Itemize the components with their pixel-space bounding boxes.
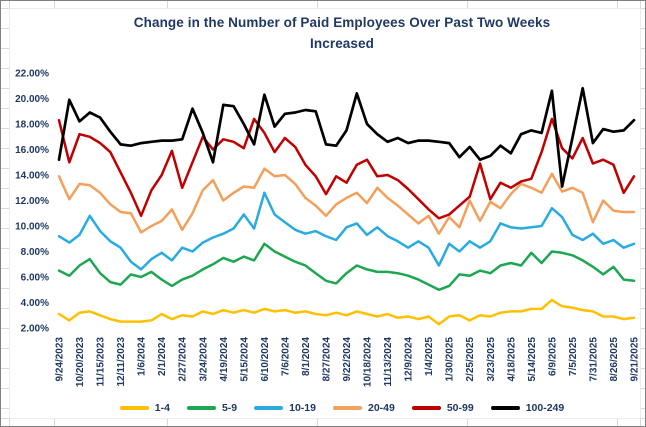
legend-label: 5-9 bbox=[221, 401, 238, 414]
series-line-5-9[interactable] bbox=[57, 242, 636, 292]
legend-item-10-19[interactable]: 10-19 bbox=[254, 402, 316, 414]
legend-item-20-49[interactable]: 20-49 bbox=[332, 401, 395, 414]
chart-title-line1: Change in the Number of Paid Employees O… bbox=[133, 15, 551, 30]
y-axis-label[interactable]: 14.00% bbox=[15, 171, 49, 182]
x-axis-label[interactable]: 7/31/2025 bbox=[588, 337, 599, 382]
x-axis-label[interactable]: 2/25/2025 bbox=[465, 337, 476, 382]
x-axis-label[interactable]: 12/9/2024 bbox=[404, 337, 415, 382]
y-axis-label[interactable]: 18.00% bbox=[15, 120, 49, 131]
legend-item-100-249[interactable]: 100-249 bbox=[490, 401, 565, 414]
x-axis-label[interactable]: 10/20/2023 bbox=[75, 337, 86, 387]
x-axis-label[interactable]: 9/21/2025 bbox=[630, 337, 641, 382]
legend-label: 50-99 bbox=[446, 401, 474, 414]
x-axis-label[interactable]: 8/27/2024 bbox=[321, 337, 332, 382]
x-axis-label[interactable]: 1/6/2024 bbox=[137, 337, 148, 376]
x-axis-label[interactable]: 8/26/2025 bbox=[609, 337, 620, 382]
x-axis-label[interactable]: 6/9/2025 bbox=[547, 337, 558, 376]
chart-title[interactable]: Change in the Number of Paid Employees O… bbox=[49, 12, 635, 54]
x-axis-label[interactable]: 7/6/2024 bbox=[280, 337, 291, 376]
y-axis-label[interactable]: 16.00% bbox=[15, 145, 49, 156]
series-line-10-19[interactable] bbox=[57, 191, 636, 271]
series-line-50-99[interactable] bbox=[57, 117, 636, 220]
series-line-1-4[interactable] bbox=[57, 298, 636, 326]
x-axis-label[interactable]: 6/10/2024 bbox=[260, 337, 271, 382]
y-axis-label[interactable]: 2.00% bbox=[21, 324, 49, 335]
y-axis-label[interactable]: 12.00% bbox=[15, 196, 49, 207]
plot-content: 22.00% 20.00% 18.00% 16.00% 14.00% 12.00% 10.0… bbox=[15, 69, 640, 388]
x-axis-label[interactable]: 12/11/2023 bbox=[116, 337, 127, 387]
legend-swatch-1-4 bbox=[119, 405, 149, 410]
legend-swatch-5-9 bbox=[186, 405, 216, 410]
y-axis-label[interactable]: 4.00% bbox=[21, 298, 49, 309]
x-axis-label[interactable]: 3/23/2025 bbox=[486, 337, 497, 382]
x-axis-label[interactable]: 4/19/2024 bbox=[219, 337, 230, 382]
x-axis-label[interactable]: 2/1/2024 bbox=[157, 337, 168, 376]
legend-item-5-9[interactable]: 5-9 bbox=[186, 401, 238, 414]
series-line-100-249[interactable] bbox=[57, 86, 636, 188]
x-axis-label[interactable]: 1/4/2025 bbox=[424, 337, 435, 376]
x-axis-label[interactable]: 9/24/2023 bbox=[55, 337, 66, 382]
legend-label: 20-49 bbox=[367, 401, 395, 414]
x-axis-label[interactable]: 3/24/2024 bbox=[198, 337, 209, 382]
x-axis-label[interactable]: 2/27/2024 bbox=[178, 337, 189, 382]
x-axis-label[interactable]: 1/30/2025 bbox=[445, 337, 456, 382]
series-line-20-49[interactable] bbox=[57, 167, 636, 235]
x-axis-label[interactable]: 5/14/2025 bbox=[527, 337, 538, 382]
legend-label: 1-4 bbox=[154, 401, 170, 414]
x-axis-label[interactable]: 4/18/2025 bbox=[506, 337, 517, 382]
chart-title-line2: Increased bbox=[310, 36, 374, 51]
y-axis-label[interactable]: 20.00% bbox=[15, 94, 49, 105]
chart-legend: 1-4 5-9 10-19 20-49 50-99 100-249 bbox=[49, 400, 635, 415]
x-axis-label[interactable]: 11/15/2023 bbox=[96, 337, 107, 387]
y-axis-label[interactable]: 6.00% bbox=[21, 273, 49, 284]
legend-label: 100-249 bbox=[525, 401, 565, 414]
x-axis-label[interactable]: 11/13/2024 bbox=[383, 337, 394, 387]
x-axis-label[interactable]: 9/22/2024 bbox=[342, 337, 353, 382]
x-axis-label[interactable]: 7/5/2025 bbox=[568, 337, 579, 376]
legend-swatch-50-99 bbox=[411, 405, 441, 410]
legend-item-50-99[interactable]: 50-99 bbox=[411, 401, 474, 414]
y-axis-label[interactable]: 10.00% bbox=[15, 222, 49, 233]
legend-item-1-4[interactable]: 1-4 bbox=[119, 401, 170, 414]
x-axis-label[interactable]: 8/1/2024 bbox=[301, 337, 312, 376]
legend-swatch-10-19 bbox=[254, 405, 284, 410]
y-axis-label[interactable]: 22.00% bbox=[15, 69, 49, 80]
x-axis-label[interactable]: 10/18/2024 bbox=[363, 337, 374, 387]
legend-label: 10-19 bbox=[289, 401, 316, 414]
legend-swatch-100-249 bbox=[490, 405, 520, 410]
y-axis-label[interactable]: 8.00% bbox=[21, 247, 49, 258]
x-axis-label[interactable]: 5/15/2024 bbox=[239, 337, 250, 382]
legend-swatch-20-49 bbox=[332, 405, 362, 410]
